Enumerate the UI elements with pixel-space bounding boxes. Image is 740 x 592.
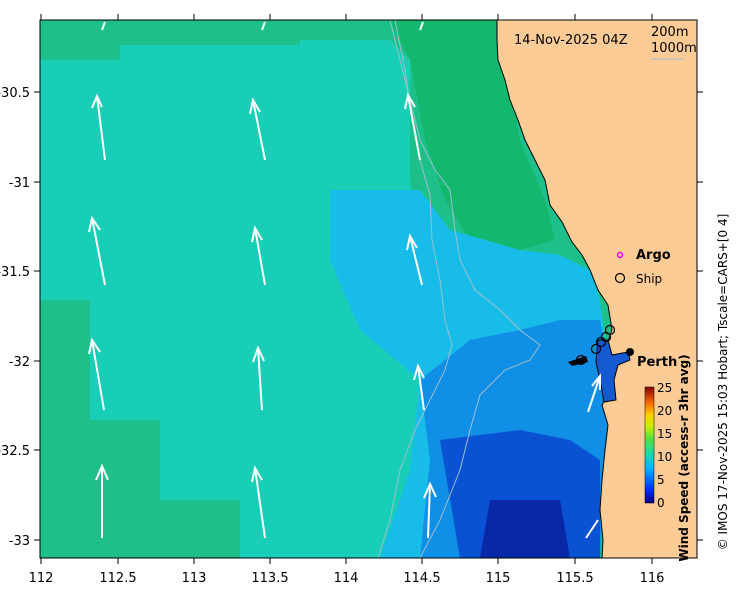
lat-tick-label: -32.5 <box>0 444 30 459</box>
wind-arrow <box>101 21 106 31</box>
wind-arrow <box>413 363 425 411</box>
wind-arrow <box>585 519 599 539</box>
wind-arrow <box>252 345 265 411</box>
ocean-field-deepest <box>480 500 570 558</box>
rottnest-island <box>568 356 588 366</box>
ship-marker <box>595 336 607 348</box>
lon-tick-label: 112 <box>29 571 54 586</box>
lat-tick-label: -30.5 <box>0 86 30 101</box>
lon-tick-labels: 112 112.5 113 113.5 114 114.5 115 115.5 … <box>29 571 665 586</box>
colorbar-tick: 20 <box>657 404 672 418</box>
wind-arrow <box>251 225 266 286</box>
lon-tick-label: 114 <box>334 571 359 586</box>
wind-arrow <box>251 465 266 539</box>
ocean-field-teal <box>40 40 440 558</box>
ship-label: Ship <box>636 272 662 286</box>
date-label: 14-Nov-2025 04Z <box>514 33 628 48</box>
wind-arrow <box>91 93 106 161</box>
colorbar-tick: 10 <box>657 450 672 464</box>
wind-arrow <box>261 21 266 31</box>
ocean-field-greenband <box>390 20 555 250</box>
lat-tick-label: -31.5 <box>0 265 30 280</box>
plot-frame <box>39 19 698 559</box>
city-label-perth: Perth <box>637 355 677 370</box>
wind-arrow <box>404 92 421 161</box>
argo-label: Argo <box>636 248 671 263</box>
wind-arrow <box>419 21 424 31</box>
colorbar: 0 5 10 15 20 25 Wind Speed (access-r 3hr… <box>644 354 691 562</box>
lon-tick-label: 114.5 <box>403 571 440 586</box>
side-ticks <box>34 91 703 541</box>
argo-marker-icon <box>616 251 624 259</box>
lat-tick-label: -33 <box>9 534 30 549</box>
colorbar-title: Wind Speed (access-r 3hr avg) <box>677 354 691 561</box>
wind-arrow <box>587 373 601 413</box>
wind-arrows <box>88 21 601 539</box>
marker-legend: Argo Ship <box>614 248 671 286</box>
colorbar-gradient <box>644 386 655 504</box>
perth-marker <box>626 348 634 356</box>
contour-legend-1000m: 1000m <box>651 41 697 56</box>
lon-tick-label: 115.5 <box>556 571 593 586</box>
lon-tick-label: 116 <box>640 571 665 586</box>
lon-tick-label: 113.5 <box>251 571 288 586</box>
lat-tick-label: -32 <box>9 355 30 370</box>
ship-markers <box>575 324 616 366</box>
colorbar-tick: 15 <box>657 427 672 441</box>
ship-marker <box>575 354 587 366</box>
contour-legend: 200m 1000m <box>651 25 697 60</box>
lon-tick-label: 112.5 <box>99 571 136 586</box>
credit-text: © IMOS 17-Nov-2025 15:03 Hobart; Tscale=… <box>716 214 730 551</box>
wind-arrow <box>88 215 106 286</box>
contour-200m <box>389 20 541 558</box>
wind-arrow <box>95 463 109 538</box>
wind-arrow <box>249 97 266 161</box>
lat-tick-labels: -30.5 -31 -31.5 -32 -32.5 -33 <box>0 86 30 549</box>
lat-tick-label: -31 <box>9 176 30 191</box>
contour-legend-200m: 200m <box>651 25 688 40</box>
colorbar-tick: 0 <box>657 496 665 510</box>
wind-arrow <box>88 337 105 411</box>
lon-tick-label: 113 <box>182 571 207 586</box>
bottom-ticks <box>40 558 653 564</box>
ship-marker <box>590 343 602 355</box>
ship-marker-icon <box>614 272 626 284</box>
colorbar-tick: 5 <box>657 473 665 487</box>
wind-arrow <box>406 233 423 286</box>
lon-tick-label: 115 <box>486 571 511 586</box>
colorbar-tick: 25 <box>657 381 672 395</box>
top-ticks <box>40 14 653 20</box>
wind-arrow <box>423 481 437 539</box>
plot-area <box>40 20 697 558</box>
